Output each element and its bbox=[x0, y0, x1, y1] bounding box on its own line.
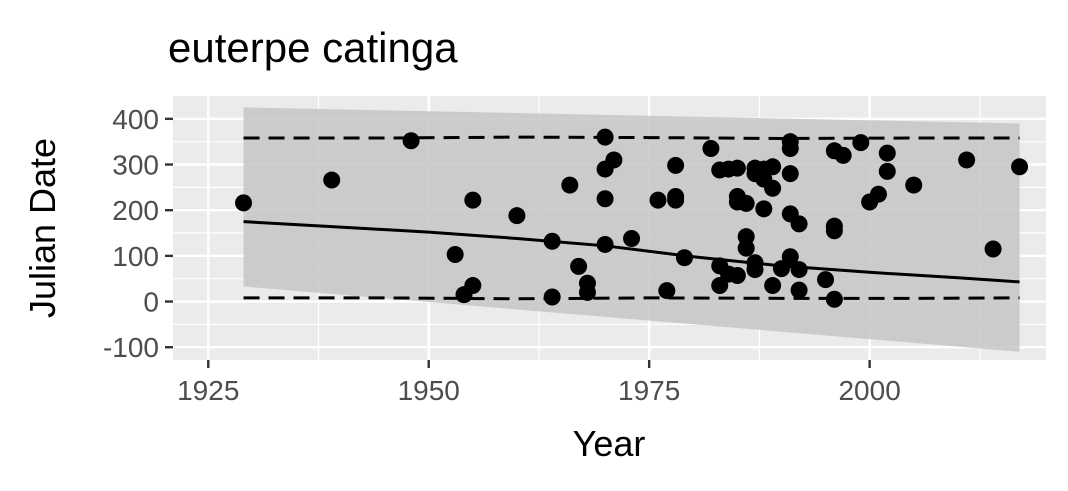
data-point bbox=[781, 140, 799, 158]
trend-curve bbox=[243, 220, 1020, 284]
data-points bbox=[235, 128, 1029, 308]
y-tick-label: 200 bbox=[112, 195, 159, 226]
data-point bbox=[781, 165, 799, 183]
data-point bbox=[790, 261, 808, 279]
data-point bbox=[764, 158, 782, 176]
ribbon-band bbox=[243, 107, 1020, 352]
quantile-lines bbox=[243, 135, 1020, 301]
data-point bbox=[764, 179, 782, 197]
data-point bbox=[711, 277, 729, 295]
data-point bbox=[852, 134, 870, 152]
y-tick-label: 100 bbox=[112, 241, 159, 272]
data-point bbox=[596, 190, 614, 208]
data-point bbox=[702, 140, 720, 158]
trend-line bbox=[243, 220, 1020, 284]
data-point bbox=[984, 240, 1002, 258]
data-point bbox=[508, 207, 526, 225]
data-point bbox=[464, 277, 482, 295]
data-point bbox=[235, 194, 253, 212]
y-tick-label: 0 bbox=[143, 287, 159, 318]
data-point bbox=[623, 230, 641, 248]
upper-quantile-line bbox=[243, 135, 1020, 140]
data-point bbox=[570, 257, 588, 275]
x-axis: 1925 1950 1975 2000 bbox=[177, 360, 901, 406]
lower-quantile-line bbox=[243, 296, 1020, 301]
confidence-ribbon bbox=[243, 107, 1020, 352]
data-point bbox=[561, 176, 579, 194]
x-tick-label: 1925 bbox=[177, 375, 239, 406]
x-axis-title: Year bbox=[573, 423, 646, 464]
data-point bbox=[817, 271, 835, 289]
data-point bbox=[772, 260, 790, 278]
data-point bbox=[728, 267, 746, 285]
y-tick-label: 300 bbox=[112, 150, 159, 181]
data-point bbox=[658, 282, 676, 300]
data-point bbox=[781, 248, 799, 266]
data-point bbox=[905, 176, 923, 194]
data-point bbox=[323, 171, 341, 189]
data-point bbox=[764, 277, 782, 295]
data-point bbox=[649, 191, 667, 209]
data-point bbox=[402, 132, 420, 150]
data-point bbox=[790, 215, 808, 233]
data-point bbox=[675, 249, 693, 267]
data-point bbox=[728, 159, 746, 177]
x-tick-label: 1975 bbox=[618, 375, 680, 406]
data-point bbox=[746, 261, 764, 279]
data-point bbox=[790, 281, 808, 299]
data-point bbox=[605, 151, 623, 169]
y-axis: -100 0 100 200 300 400 bbox=[103, 104, 173, 363]
data-point bbox=[737, 194, 755, 212]
data-point bbox=[737, 239, 755, 257]
data-point bbox=[878, 162, 896, 180]
data-point bbox=[755, 200, 773, 218]
y-tick-label: -100 bbox=[103, 332, 159, 363]
data-point bbox=[596, 235, 614, 253]
x-tick-label: 2000 bbox=[838, 375, 900, 406]
data-point bbox=[667, 156, 685, 174]
data-point bbox=[1011, 158, 1029, 176]
x-tick-label: 1950 bbox=[398, 375, 460, 406]
data-point bbox=[825, 222, 843, 240]
data-point bbox=[543, 288, 561, 306]
y-axis-title: Julian Date bbox=[22, 138, 63, 318]
data-point bbox=[869, 185, 887, 203]
data-point bbox=[578, 283, 596, 301]
data-point bbox=[596, 128, 614, 146]
data-point bbox=[667, 187, 685, 205]
data-point bbox=[543, 232, 561, 250]
data-point bbox=[958, 151, 976, 169]
data-point bbox=[446, 245, 464, 263]
data-point bbox=[464, 191, 482, 209]
chart-title: euterpe catinga bbox=[168, 24, 458, 71]
data-point bbox=[878, 144, 896, 162]
data-point bbox=[825, 290, 843, 308]
data-point bbox=[834, 146, 852, 164]
y-tick-label: 400 bbox=[112, 104, 159, 135]
